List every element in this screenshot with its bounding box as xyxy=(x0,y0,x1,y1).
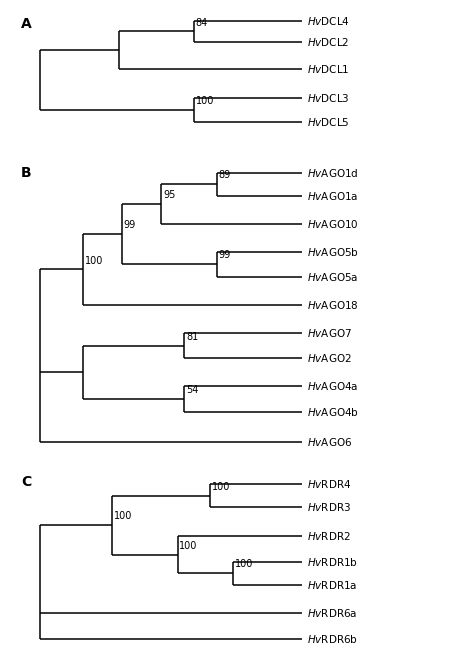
Text: $\it{Hv}$AGO2: $\it{Hv}$AGO2 xyxy=(307,353,352,365)
Text: $\it{Hv}$RDR6a: $\it{Hv}$RDR6a xyxy=(307,608,357,620)
Text: $\it{Hv}$AGO5a: $\it{Hv}$AGO5a xyxy=(307,271,358,283)
Text: $\it{Hv}$DCL1: $\it{Hv}$DCL1 xyxy=(307,63,349,75)
Text: $\it{Hv}$AGO5b: $\it{Hv}$AGO5b xyxy=(307,246,359,258)
Text: $\it{Hv}$AGO1d: $\it{Hv}$AGO1d xyxy=(307,167,358,179)
Text: C: C xyxy=(21,475,31,489)
Text: $\it{Hv}$RDR6b: $\it{Hv}$RDR6b xyxy=(307,633,358,645)
Text: $\it{Hv}$DCL2: $\it{Hv}$DCL2 xyxy=(307,37,349,48)
Text: 100: 100 xyxy=(114,511,132,521)
Text: 89: 89 xyxy=(219,170,231,181)
Text: $\it{Hv}$DCL3: $\it{Hv}$DCL3 xyxy=(307,92,350,104)
Text: 84: 84 xyxy=(196,18,208,28)
Text: $\it{Hv}$RDR1a: $\it{Hv}$RDR1a xyxy=(307,579,357,591)
Text: $\it{Hv}$RDR3: $\it{Hv}$RDR3 xyxy=(307,501,351,513)
Text: 100: 100 xyxy=(235,560,254,570)
Text: 100: 100 xyxy=(212,482,230,492)
Text: 99: 99 xyxy=(124,220,136,230)
Text: 100: 100 xyxy=(179,540,198,550)
Text: $\it{Hv}$AGO18: $\it{Hv}$AGO18 xyxy=(307,299,359,311)
Text: $\it{Hv}$RDR1b: $\it{Hv}$RDR1b xyxy=(307,556,358,568)
Text: 54: 54 xyxy=(186,385,198,395)
Text: $\it{Hv}$DCL4: $\it{Hv}$DCL4 xyxy=(307,15,350,27)
Text: $\it{Hv}$AGO10: $\it{Hv}$AGO10 xyxy=(307,218,359,230)
Text: $\it{Hv}$AGO6: $\it{Hv}$AGO6 xyxy=(307,436,352,448)
Text: 100: 100 xyxy=(196,96,214,106)
Text: $\it{Hv}$AGO7: $\it{Hv}$AGO7 xyxy=(307,327,352,339)
Text: $\it{Hv}$AGO4b: $\it{Hv}$AGO4b xyxy=(307,406,359,418)
Text: A: A xyxy=(21,17,31,31)
Text: 99: 99 xyxy=(219,250,231,260)
Text: $\it{Hv}$RDR2: $\it{Hv}$RDR2 xyxy=(307,530,351,542)
Text: $\it{Hv}$AGO1a: $\it{Hv}$AGO1a xyxy=(307,190,358,202)
Text: 95: 95 xyxy=(163,190,175,200)
Text: B: B xyxy=(21,166,31,181)
Text: $\it{Hv}$DCL5: $\it{Hv}$DCL5 xyxy=(307,116,350,128)
Text: 100: 100 xyxy=(84,256,103,266)
Text: $\it{Hv}$RDR4: $\it{Hv}$RDR4 xyxy=(307,478,351,490)
Text: 81: 81 xyxy=(186,332,198,342)
Text: $\it{Hv}$AGO4a: $\it{Hv}$AGO4a xyxy=(307,380,358,392)
